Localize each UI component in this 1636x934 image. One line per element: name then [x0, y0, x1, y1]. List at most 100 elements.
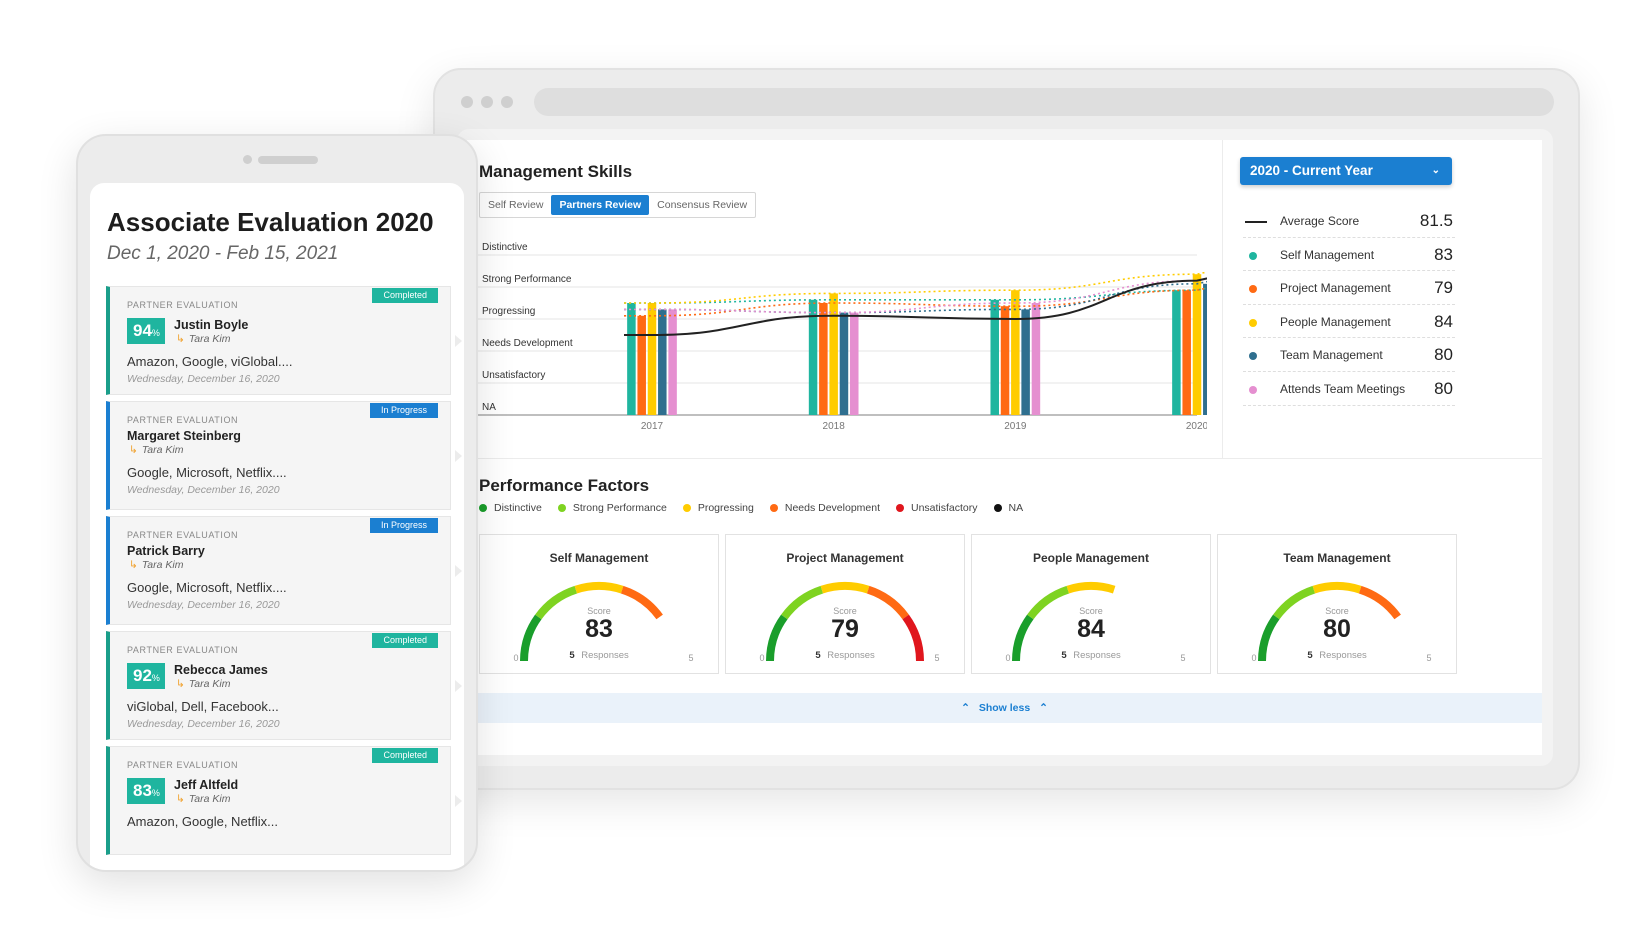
dot-icon [1249, 318, 1257, 327]
score-badge: 83% [127, 778, 165, 804]
score-value: 94 [133, 321, 152, 340]
bar-team-management[interactable] [1021, 309, 1030, 415]
pf-legend-item: Strong Performance [557, 502, 667, 514]
bar-team-management[interactable] [839, 312, 849, 415]
evaluation-kind: PARTNER EVALUATION [127, 415, 239, 425]
evaluation-kind: PARTNER EVALUATION [127, 530, 239, 540]
legend-label: Project Management [1280, 281, 1391, 296]
chevron-down-icon: ⌄ [1431, 165, 1440, 176]
year-dropdown[interactable]: 2020 - Current Year ⌄ [1240, 157, 1452, 185]
arrow-icon: ↳ [176, 333, 185, 345]
bar-project-management[interactable] [1182, 290, 1191, 415]
legend-value: 84 [1434, 311, 1453, 331]
score-unit: % [151, 788, 160, 798]
desktop-browser-frame: Management Skills Self Review Partners R… [433, 68, 1580, 790]
divider [467, 458, 1542, 459]
gauge-card: Self Management Score 83 0 5 5 Responses [479, 534, 719, 674]
bar-project-management[interactable] [637, 315, 646, 415]
bar-people-management[interactable] [1192, 274, 1202, 415]
bar-self-management[interactable] [627, 303, 636, 415]
companies: Amazon, Google, Netflix... [127, 814, 279, 829]
trendline-attends-team-meetings [624, 277, 1207, 314]
associate-name: Patrick Barry [127, 544, 205, 558]
dot-icon [1249, 251, 1257, 260]
chevron-right-icon [455, 335, 462, 347]
pf-legend-label: Strong Performance [572, 502, 667, 514]
gauge-responses-count: 5 [1061, 650, 1067, 661]
gauge-segment [820, 582, 870, 594]
tab-consensus-review[interactable]: Consensus Review [657, 199, 748, 211]
bar-team-management[interactable] [1203, 283, 1207, 415]
bar-self-management[interactable] [808, 299, 818, 415]
chevron-up-icon: ⌃ [961, 702, 970, 714]
pf-legend-label: Unsatisfactory [911, 502, 978, 514]
status-badge: Completed [372, 633, 438, 648]
bar-people-management[interactable] [647, 303, 657, 415]
evaluation-card[interactable]: PARTNER EVALUATION In Progress Patrick Bar… [106, 516, 462, 625]
gauge-title: Project Management [786, 551, 904, 565]
score-badge: 92% [127, 663, 165, 689]
legend-label: Attends Team Meetings [1280, 381, 1406, 396]
bar-project-management[interactable] [1000, 306, 1010, 415]
bar-attends-team-meetings[interactable] [1031, 303, 1041, 415]
gauge-card: Project Management Score 79 0 5 5 Responses [725, 534, 965, 674]
tab-partners-review[interactable]: Partners Review [551, 195, 650, 215]
bar-self-management[interactable] [990, 299, 999, 415]
bar-attends-team-meetings[interactable] [850, 312, 859, 415]
chevron-right-icon [455, 450, 462, 462]
evaluation-card[interactable]: PARTNER EVALUATION Completed 94% Justin Boy… [106, 286, 462, 395]
tab-self-review[interactable]: Self Review [488, 199, 544, 211]
gauge-card: People Management Score 84 0 5 5 Responses [971, 534, 1211, 674]
pf-legend-label: NA [1008, 502, 1024, 514]
chevron-right-icon [455, 680, 462, 692]
evaluation-card[interactable]: PARTNER EVALUATION Completed 83% Jeff Altfe… [106, 746, 462, 855]
bar-attends-team-meetings[interactable] [668, 309, 677, 415]
score-badge: 94% [127, 318, 165, 344]
evaluation-kind: PARTNER EVALUATION [127, 760, 239, 770]
gauge-segment [520, 614, 542, 662]
gauge-max: 5 [934, 653, 939, 663]
legend-row: Average Score 81.5 [1243, 204, 1455, 238]
bar-people-management[interactable] [1011, 290, 1020, 415]
status-badge: Completed [372, 288, 438, 303]
gauge-score: 84 [1077, 615, 1105, 643]
bar-team-management[interactable] [658, 309, 667, 415]
legend-value: 79 [1434, 278, 1453, 298]
dot-icon [479, 504, 487, 512]
bar-project-management[interactable] [819, 303, 828, 415]
gauge-responses-count: 5 [815, 650, 821, 661]
evaluation-kind: PARTNER EVALUATION [127, 300, 239, 310]
companies: Amazon, Google, viGlobal.... [127, 354, 293, 369]
companies: Google, Microsoft, Netflix.... [127, 580, 287, 595]
gauge-title: Team Management [1283, 551, 1391, 565]
gauge-title: Self Management [549, 551, 649, 565]
gauge-segment [1258, 614, 1280, 662]
x-tick-label: 2020 [1186, 421, 1207, 432]
status-badge: In Progress [369, 403, 438, 418]
score-value: 92 [133, 666, 152, 685]
legend-row: Attends Team Meetings 80 [1243, 372, 1455, 406]
dot-icon [557, 504, 566, 512]
bar-people-management[interactable] [829, 293, 838, 415]
legend-label: Average Score [1280, 214, 1360, 228]
evaluation-card[interactable]: PARTNER EVALUATION Completed 92% Rebecca Ja… [106, 631, 462, 740]
address-bar[interactable] [534, 88, 1554, 116]
evaluation-card[interactable]: PARTNER EVALUATION In Progress Margaret St… [106, 401, 462, 510]
pf-legend-item: NA [993, 502, 1024, 514]
camera-icon [243, 155, 252, 164]
bar-self-management[interactable] [1172, 290, 1181, 415]
dot-icon [769, 504, 778, 512]
show-less-button[interactable]: ⌃ Show less ⌃ [467, 693, 1542, 723]
gauge-min: 0 [1251, 653, 1256, 663]
gauge-segment [902, 614, 924, 662]
y-tick-label: Strong Performance [482, 274, 572, 285]
gauge-responses-count: 5 [569, 650, 575, 661]
companies: Google, Microsoft, Netflix.... [127, 465, 287, 480]
dot-icon [1249, 385, 1257, 394]
arrow-icon: ↳ [176, 793, 185, 805]
pf-legend-item: Unsatisfactory [896, 502, 978, 514]
legend-label: People Management [1280, 314, 1391, 329]
evaluation-date: Wednesday, December 16, 2020 [127, 599, 280, 611]
